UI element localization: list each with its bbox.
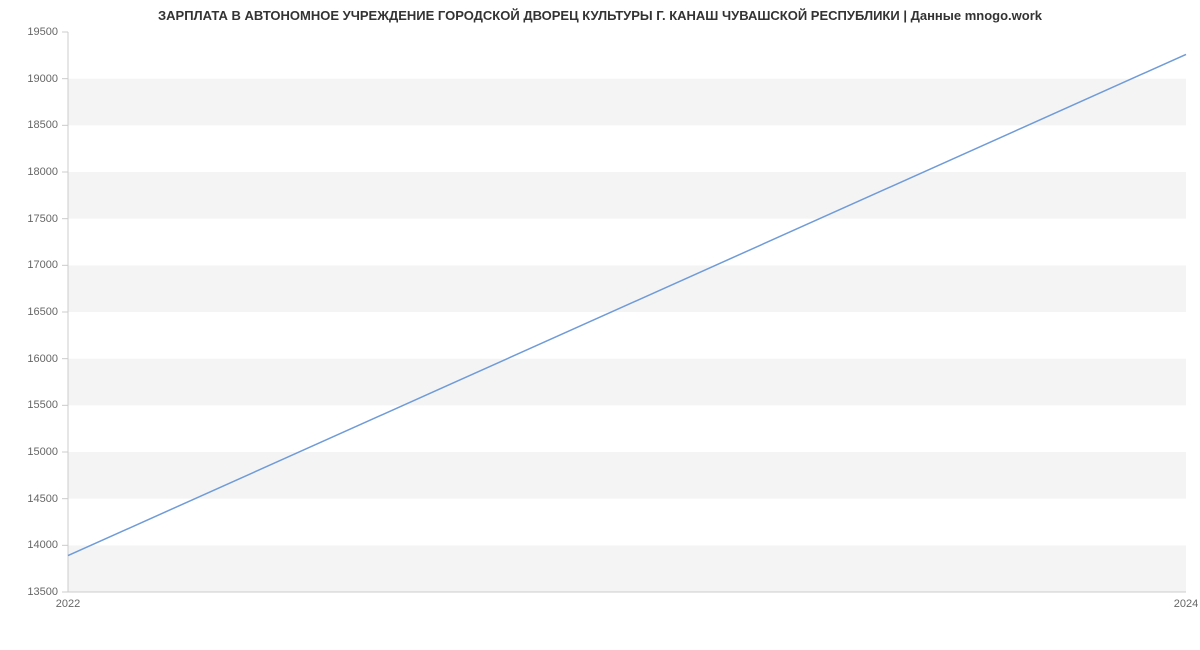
y-tick-label: 15500	[0, 399, 58, 411]
y-tick-label: 19000	[0, 73, 58, 85]
x-tick-label: 2024	[1174, 598, 1198, 610]
y-tick-label: 18500	[0, 119, 58, 131]
y-tick-label: 17000	[0, 259, 58, 271]
y-tick-label: 16000	[0, 353, 58, 365]
y-tick-label: 15000	[0, 446, 58, 458]
y-tick-label: 16500	[0, 306, 58, 318]
x-tick-label: 2022	[56, 598, 80, 610]
chart-container: ЗАРПЛАТА В АВТОНОМНОЕ УЧРЕЖДЕНИЕ ГОРОДСК…	[0, 0, 1200, 650]
chart-title: ЗАРПЛАТА В АВТОНОМНОЕ УЧРЕЖДЕНИЕ ГОРОДСК…	[0, 8, 1200, 23]
y-tick-label: 13500	[0, 586, 58, 598]
y-tick-label: 18000	[0, 166, 58, 178]
y-tick-label: 14500	[0, 493, 58, 505]
y-tick-label: 14000	[0, 539, 58, 551]
y-tick-label: 17500	[0, 213, 58, 225]
plot-area	[68, 32, 1186, 592]
y-tick-label: 19500	[0, 26, 58, 38]
chart-svg	[68, 32, 1186, 592]
